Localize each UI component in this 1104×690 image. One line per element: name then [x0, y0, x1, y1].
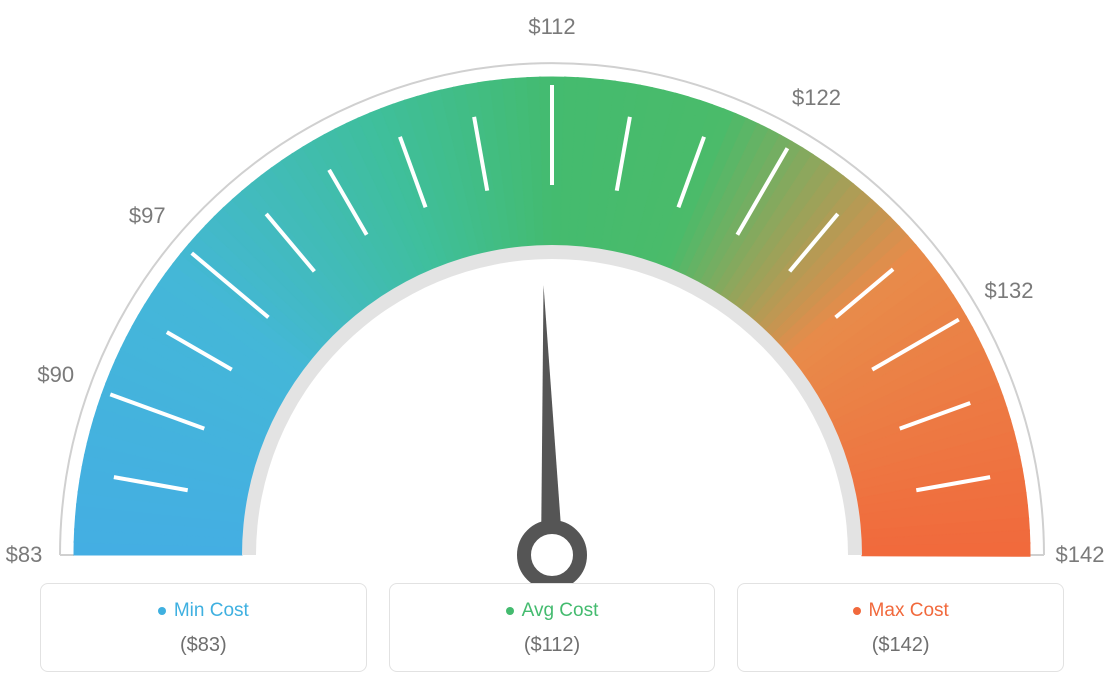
gauge-tick-label: $132: [985, 278, 1034, 304]
legend-avg-label: Avg Cost: [522, 600, 599, 622]
gauge-tick-label: $83: [6, 542, 43, 568]
legend-min-value: ($83): [51, 634, 356, 657]
legend-card-avg: Avg Cost ($112): [389, 583, 716, 672]
gauge-tick-label: $90: [37, 362, 74, 388]
legend-min-label: Min Cost: [174, 600, 249, 622]
legend-row: Min Cost ($83) Avg Cost ($112) Max Cost …: [40, 583, 1064, 672]
legend-card-min: Min Cost ($83): [40, 583, 367, 672]
avg-dot-icon: [506, 607, 514, 615]
legend-avg-value: ($112): [400, 634, 705, 657]
legend-max-label: Max Cost: [869, 600, 949, 622]
min-dot-icon: [158, 607, 166, 615]
gauge-svg: [0, 15, 1104, 615]
gauge-tick-label: $112: [528, 14, 575, 40]
max-dot-icon: [853, 607, 861, 615]
legend-max-value: ($142): [748, 634, 1053, 657]
gauge-tick-label: $97: [129, 203, 166, 229]
gauge-tick-label: $142: [1056, 542, 1104, 568]
gauge-tick-label: $122: [792, 85, 841, 111]
cost-gauge: $83 $90 $97 $112 $122 $132 $142: [0, 0, 1104, 580]
legend-card-max: Max Cost ($142): [737, 583, 1064, 672]
